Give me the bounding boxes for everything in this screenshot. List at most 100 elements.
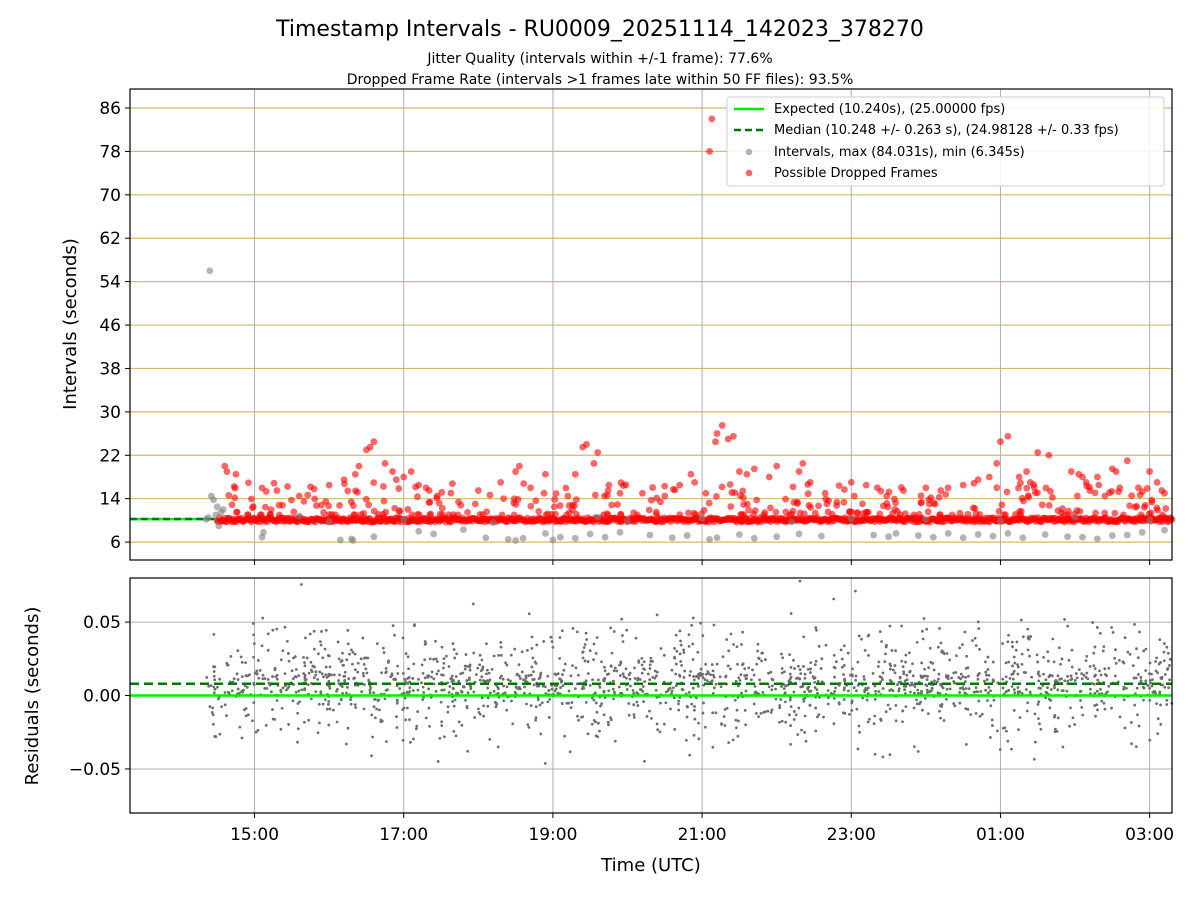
residual-point (612, 688, 615, 691)
residual-point (373, 705, 376, 708)
chart-subtitle-dropped: Dropped Frame Rate (intervals >1 frames … (347, 72, 854, 88)
residual-point (310, 669, 313, 672)
residual-point (347, 727, 350, 730)
residual-point (422, 686, 425, 689)
residual-point (303, 661, 306, 664)
dropped-frame-point (1124, 457, 1131, 464)
residual-point (440, 689, 443, 692)
residual-point (814, 729, 817, 732)
residual-point (734, 719, 737, 722)
residual-point (851, 675, 854, 678)
dropped-frame-point (325, 502, 332, 509)
residual-point (975, 712, 978, 715)
dropped-frame-point (318, 502, 325, 509)
residual-point (372, 691, 375, 694)
dropped-frame-point (964, 511, 971, 518)
residual-point (901, 710, 904, 713)
residual-point (1081, 677, 1084, 680)
top-ytick-label: 70 (99, 186, 121, 206)
residual-point (295, 691, 298, 694)
dropped-frame-point (900, 487, 907, 494)
residual-point (619, 692, 622, 695)
residual-point (443, 688, 446, 691)
residual-point (1115, 662, 1118, 665)
interval-point (893, 530, 900, 537)
residual-point (535, 644, 538, 647)
dropped-frame-point (1025, 494, 1032, 501)
chart-subtitle-jitter: Jitter Quality (intervals within +/-1 fr… (426, 51, 772, 67)
residual-point (1155, 657, 1158, 660)
residual-point (640, 688, 643, 691)
dropped-frame-point (892, 500, 899, 507)
dropped-frame-point (653, 511, 660, 518)
residual-point (827, 703, 830, 706)
residual-point (679, 652, 682, 655)
dropped-frame-point (806, 502, 813, 509)
residual-point (409, 741, 412, 744)
residual-point (1099, 632, 1102, 635)
residual-point (989, 736, 992, 739)
residual-point (641, 672, 644, 675)
residual-point (455, 692, 458, 695)
residual-point (689, 670, 692, 673)
dropped-frame-point (1113, 468, 1120, 475)
dropped-frame-point (1058, 510, 1065, 517)
residual-point (757, 643, 760, 646)
dropped-frame-point (511, 495, 518, 502)
residual-point (207, 685, 210, 688)
residual-point (1085, 676, 1088, 679)
residual-point (629, 685, 632, 688)
residual-point (577, 674, 580, 677)
dropped-frame-point (1126, 502, 1133, 509)
residual-point (1080, 706, 1083, 709)
residual-point (519, 677, 522, 680)
dropped-frame-point (572, 471, 579, 478)
top-ytick-label: 86 (99, 99, 121, 119)
residual-point (360, 690, 363, 693)
dropped-frame-point (229, 501, 236, 508)
residual-point (1159, 704, 1162, 707)
dropped-frame-point (691, 510, 698, 517)
residual-point (1145, 648, 1148, 651)
dropped-frame-point (304, 492, 311, 499)
residual-point (715, 711, 718, 714)
residual-point (800, 729, 803, 732)
residual-point (308, 672, 311, 675)
residual-point (458, 720, 461, 723)
dropped-frame-point (848, 509, 855, 516)
dropped-frame-point (805, 490, 812, 497)
residual-point (415, 725, 418, 728)
residual-point (805, 740, 808, 743)
residual-point (531, 647, 534, 650)
residual-point (788, 713, 791, 716)
residual-point (702, 702, 705, 705)
residual-point (327, 724, 330, 727)
bottom-xtick-label: 17:00 (379, 825, 428, 845)
residual-point (881, 678, 884, 681)
residual-point (506, 685, 509, 688)
residual-point (457, 680, 460, 683)
residual-point (1010, 673, 1013, 676)
residual-point (1054, 730, 1057, 733)
residual-point (740, 643, 743, 646)
residual-point (297, 674, 300, 677)
residual-point (1068, 725, 1071, 728)
residual-point (315, 670, 318, 673)
residual-point (867, 721, 870, 724)
dropped-frame-point (960, 482, 967, 489)
residual-point (404, 718, 407, 721)
residual-point (865, 688, 868, 691)
dropped-frame-point (730, 433, 737, 440)
dropped-frame-point (975, 476, 982, 483)
residual-point (303, 721, 306, 724)
dropped-frame-point (993, 484, 1000, 491)
residual-point (1010, 748, 1013, 751)
residual-point (635, 637, 638, 640)
residual-point (1066, 625, 1069, 628)
residual-point (298, 690, 301, 693)
dropped-frame-point (566, 502, 573, 509)
residual-point (267, 632, 270, 635)
residual-point (450, 680, 453, 683)
residual-point (403, 692, 406, 695)
interval-point (1094, 535, 1101, 542)
